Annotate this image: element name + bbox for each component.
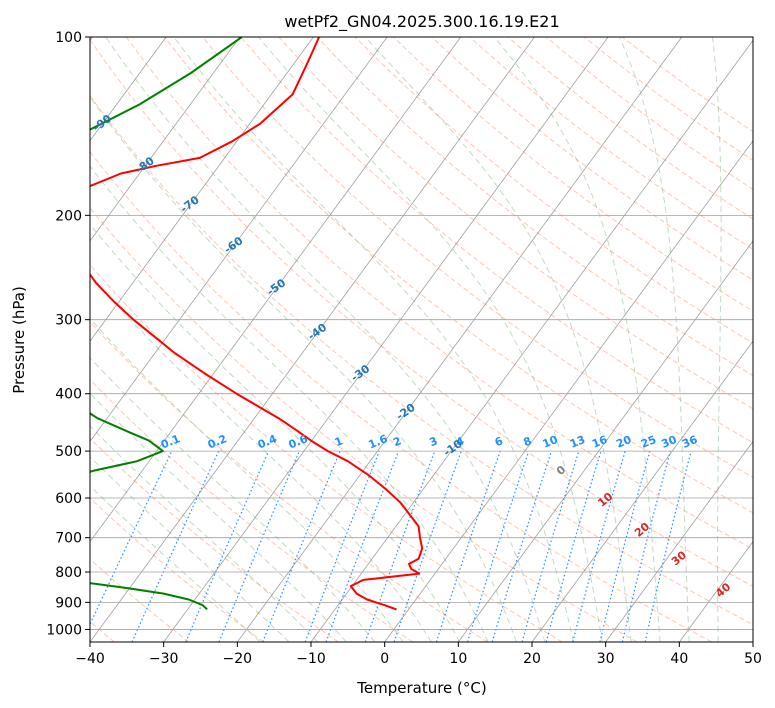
moist-adiabat-line — [258, 37, 603, 642]
x-tick-label: 40 — [670, 651, 688, 667]
moist-adiabat-line — [90, 223, 461, 642]
x-tick-label: 30 — [597, 651, 615, 667]
grid-lines — [90, 37, 753, 642]
y-tick-label: 900 — [55, 595, 82, 611]
dry-adiabat-line — [90, 94, 753, 626]
moist-adiabat-line — [712, 37, 722, 642]
mixing-ratio-line — [304, 450, 380, 642]
background-lines — [90, 37, 753, 642]
isotherm-line — [90, 37, 167, 142]
moist-adiabat-line — [619, 37, 690, 642]
mixing-ratio-line — [325, 450, 400, 642]
moist-adiabat-line — [90, 455, 290, 642]
x-tick-label: 10 — [449, 651, 467, 667]
mixing-ratio-line — [521, 450, 580, 642]
isotherm-line — [163, 37, 609, 642]
mixing-ratio-label: 8 — [521, 434, 533, 449]
isotherm-line — [458, 240, 753, 642]
dry-adiabat-line — [90, 263, 563, 642]
profile-series — [90, 37, 424, 611]
mixing-ratio-label: 30 — [660, 433, 679, 451]
mixing-ratio-line — [218, 450, 300, 642]
moist-adiabat-line — [90, 165, 489, 642]
isotherm-line — [531, 340, 753, 642]
isotherm-line — [90, 37, 535, 642]
mixing-ratio-label: 25 — [639, 433, 658, 451]
x-axis: −40 −30 −20 −10 0 10 20 30 40 50 — [75, 642, 762, 667]
line-labels: 0.1 0.2 0.4 0.6 1 1.6 2 3 4 6 8 10 13 16 20 25 30 36-100-… — [43, 70, 733, 600]
x-tick-label: 0 — [380, 651, 389, 667]
y-tick-label: 300 — [55, 313, 82, 329]
isotherm-line — [310, 39, 753, 642]
dry-adiabat-line — [278, 37, 753, 410]
mixing-ratio-line — [621, 450, 671, 642]
moist-adiabat-line — [364, 37, 632, 642]
y-tick-label: 100 — [55, 30, 82, 46]
temperature-profile-line — [90, 37, 424, 611]
mixing-ratio-line — [599, 450, 651, 642]
moist-adiabat-line — [173, 37, 575, 642]
mixing-ratio-line — [262, 450, 341, 642]
mixing-ratio-label: 1 — [333, 434, 345, 449]
x-tick-label: 50 — [744, 651, 762, 667]
dry-adiabat-line — [125, 37, 753, 550]
mixing-ratio-label: 10 — [541, 433, 560, 451]
y-tick-label: 600 — [55, 491, 82, 507]
dry-adiabat-line — [90, 150, 712, 642]
moist-adiabat-line — [493, 37, 661, 642]
x-tick-label: −30 — [149, 651, 179, 667]
mixing-ratio-line — [364, 450, 436, 642]
x-axis-label: Temperature (°C) — [356, 679, 486, 697]
dry-adiabat-line — [90, 38, 753, 587]
isotherm-line — [384, 139, 753, 642]
mixing-ratio-line — [435, 450, 501, 642]
dry-adiabat-line — [90, 558, 190, 642]
chart-title: wetPf2_GN04.2025.300.16.19.E21 — [284, 12, 559, 32]
y-axis-label: Pressure (hPa) — [10, 286, 28, 394]
y-tick-label: 1000 — [46, 622, 82, 638]
moist-adiabat-line — [90, 356, 376, 642]
mixing-ratio-line — [185, 450, 270, 642]
x-tick-label: −20 — [223, 651, 253, 667]
isotherm-line — [90, 37, 388, 443]
y-tick-label: 200 — [55, 208, 82, 224]
moist-adiabat-line — [90, 485, 261, 642]
plot-frame — [89, 36, 754, 643]
y-tick-label: 400 — [55, 387, 82, 403]
y-tick-label: 500 — [55, 444, 82, 460]
dry-adiabat-line — [202, 37, 753, 478]
dry-adiabat-line — [316, 37, 753, 377]
y-tick-label: 800 — [55, 565, 82, 581]
y-tick-label: 700 — [55, 531, 82, 547]
moist-adiabat-line — [90, 96, 517, 642]
x-tick-label: −40 — [75, 651, 105, 667]
mixing-ratio-line — [466, 450, 530, 642]
x-tick-label: 20 — [523, 651, 541, 667]
mixing-ratio-line — [545, 450, 602, 642]
mixing-ratio-label: 16 — [590, 433, 609, 451]
moist-adiabat-line — [105, 37, 546, 642]
isotherm-line — [752, 641, 753, 642]
y-axis: 100 200 300 400 500 600 700 800 900 1000 — [46, 30, 90, 638]
mixing-ratio-label: 13 — [568, 433, 587, 451]
mixing-ratio-label: 36 — [680, 433, 699, 451]
isotherm-line — [90, 37, 241, 242]
moist-adiabat-line — [90, 392, 347, 642]
isotherm-line — [237, 37, 683, 642]
dry-adiabat-line — [164, 37, 753, 514]
mixing-ratio-label: 2 — [391, 434, 403, 449]
mixing-ratio-label: 3 — [427, 434, 439, 449]
dewpoint-profile-line — [90, 37, 243, 611]
mixing-ratio-line — [491, 450, 553, 642]
isotherm-line — [605, 440, 753, 642]
isotherm-label: -100 — [43, 70, 73, 97]
mixing-ratio-label: 20 — [614, 433, 633, 451]
x-tick-label: −10 — [296, 651, 326, 667]
mixing-ratio-line — [572, 450, 626, 642]
